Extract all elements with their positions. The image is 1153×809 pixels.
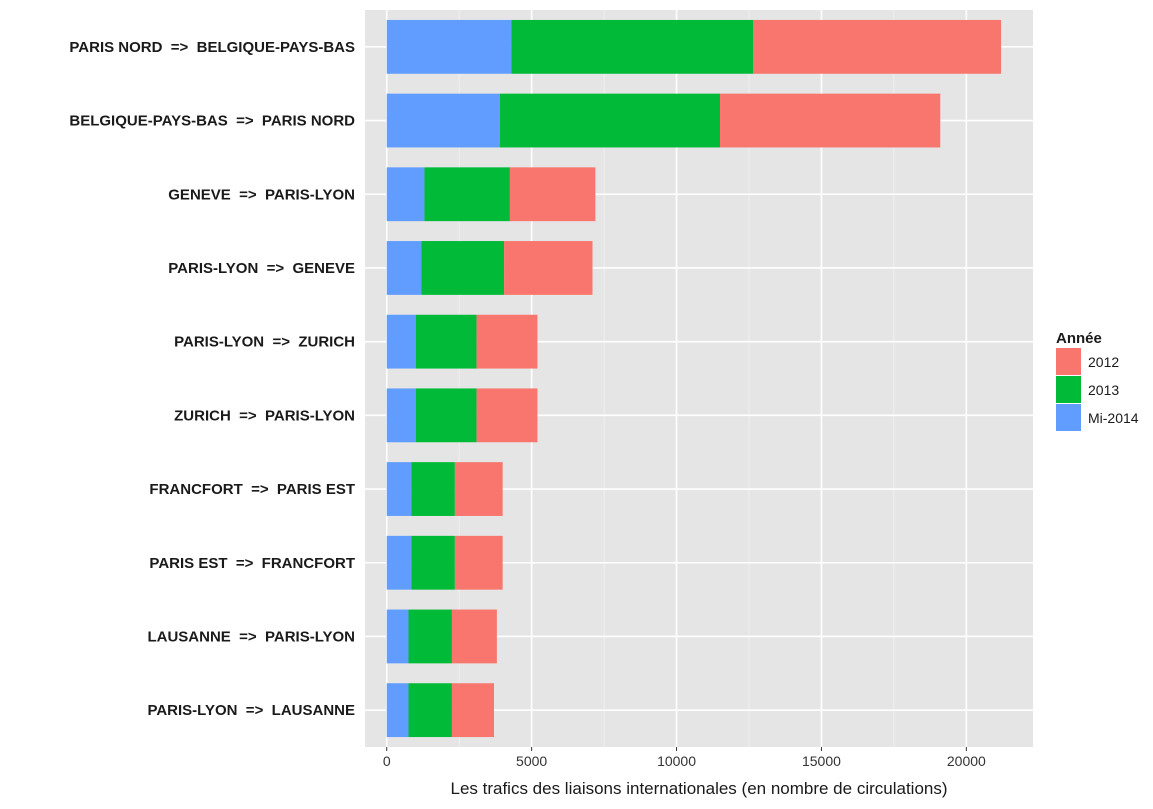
x-tick-label: 10000 [657, 753, 696, 769]
bar-segment [421, 241, 505, 295]
x-tick-label: 15000 [802, 753, 841, 769]
bar-segment [476, 388, 538, 443]
bar-segment [454, 462, 503, 516]
category-label: PARIS-LYON => LAUSANNE [147, 702, 355, 719]
bar-segment [504, 241, 593, 295]
bar-segment [415, 314, 477, 369]
category-label: PARIS-LYON => GENEVE [168, 260, 355, 277]
legend-swatch [1056, 376, 1081, 403]
bar-segment [424, 167, 510, 222]
bar-segment [720, 93, 941, 148]
category-label: GENEVE => PARIS-LYON [168, 186, 355, 203]
legend-swatch [1056, 348, 1081, 375]
bar-segment [476, 314, 538, 369]
bar-segment [386, 683, 409, 738]
bar-segment [511, 19, 754, 74]
category-label: FRANCFORT => PARIS EST [149, 481, 355, 498]
bar-segment [454, 535, 503, 590]
x-tick-label: 5000 [516, 753, 547, 769]
bar-segment [408, 683, 452, 738]
legend-label: Mi-2014 [1088, 410, 1139, 426]
category-label: PARIS NORD => BELGIQUE-PAYS-BAS [69, 39, 355, 56]
category-label: BELGIQUE-PAYS-BAS => PARIS NORD [69, 113, 355, 130]
bar-segment [509, 167, 596, 222]
bar-segment [386, 462, 412, 516]
bar-segment [386, 93, 500, 148]
category-labels: PARIS NORD => BELGIQUE-PAYS-BAS BELGIQUE-… [69, 39, 355, 719]
bar-segment [386, 19, 512, 74]
x-axis-title: Les trafics des liaisons internationales… [450, 779, 947, 798]
bar-segment [386, 535, 412, 590]
bar-segment [411, 462, 455, 516]
bar-segment [386, 388, 416, 443]
legend-label: 2012 [1088, 354, 1119, 370]
legend-label: 2013 [1088, 382, 1119, 398]
category-label: PARIS EST => FRANCFORT [149, 555, 355, 572]
bar-segment [415, 388, 477, 443]
bar-segment [411, 535, 455, 590]
x-axis-ticks: 0 5000 10000 15000 20000 [383, 747, 986, 769]
legend-title: Année [1056, 330, 1102, 347]
bar-segment [753, 19, 1002, 74]
bar-segment [386, 609, 409, 664]
bar-segment [386, 314, 416, 369]
bar-segment [499, 93, 721, 148]
bar-segment [451, 683, 494, 738]
category-label: PARIS-LYON => ZURICH [174, 334, 355, 351]
legend: Année 2012 2013 Mi-2014 [1056, 330, 1139, 431]
category-label: LAUSANNE => PARIS-LYON [147, 628, 355, 645]
legend-swatch [1056, 404, 1081, 431]
bar-segment [386, 241, 422, 295]
category-label: ZURICH => PARIS-LYON [174, 407, 355, 424]
x-tick-label: 0 [383, 753, 391, 769]
x-tick-label: 20000 [947, 753, 986, 769]
bar-segment [386, 167, 425, 222]
bar-segment [451, 609, 497, 664]
bar-layer [386, 19, 1002, 738]
bar-segment [408, 609, 452, 664]
